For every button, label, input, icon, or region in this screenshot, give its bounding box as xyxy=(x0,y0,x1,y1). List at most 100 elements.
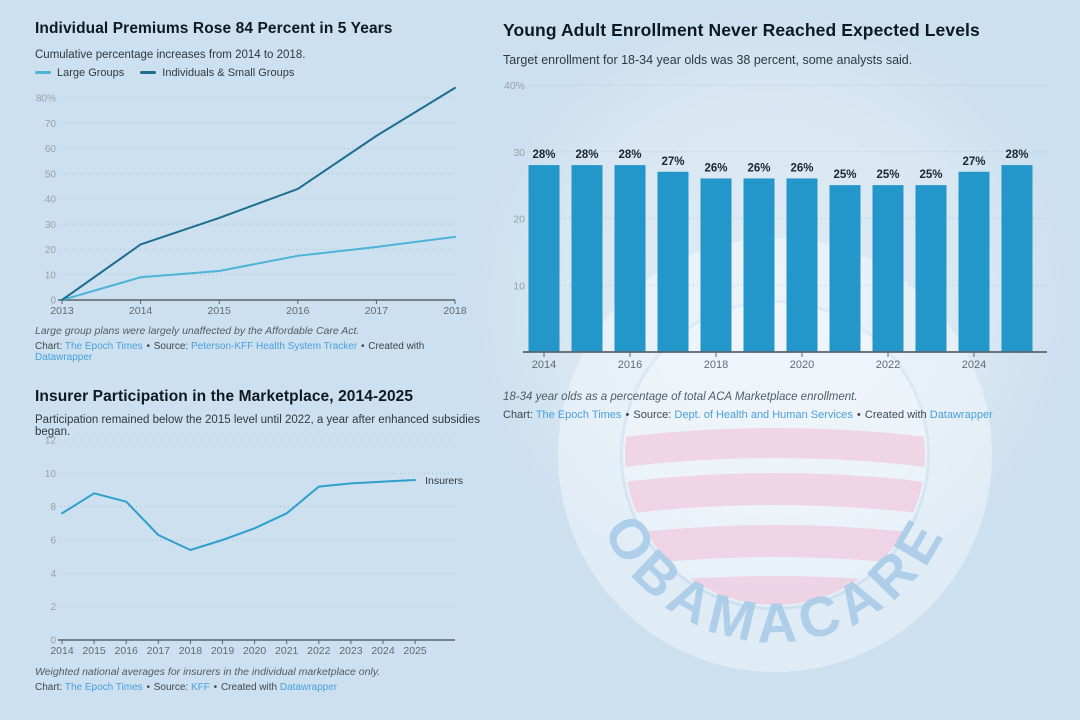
large-groups-line-swatch xyxy=(35,71,51,74)
bar xyxy=(571,165,603,352)
x-tick-label: 2016 xyxy=(618,359,642,371)
x-tick-label: 2018 xyxy=(179,645,203,657)
enrollment-chart-footnote: 18-34 year olds as a percentage of total… xyxy=(503,391,858,403)
x-tick-label: 2014 xyxy=(50,645,74,657)
x-tick-label: 2016 xyxy=(286,305,310,317)
insurers-chart-title: Insurer Participation in the Marketplace… xyxy=(35,388,414,405)
credit-label: Chart: xyxy=(35,682,63,693)
credit-label: Source: xyxy=(153,682,189,693)
x-tick-label: 2018 xyxy=(704,359,728,371)
kff-link[interactable]: KFF xyxy=(190,682,210,693)
epoch-times-link[interactable]: The Epoch Times xyxy=(64,682,143,693)
hhs-link[interactable]: Dept. of Health and Human Services xyxy=(674,409,853,421)
x-tick-label: 2022 xyxy=(307,645,331,657)
x-tick-label: 2023 xyxy=(339,645,363,657)
y-tick-label: 8 xyxy=(50,502,56,513)
bar-value-label: 26% xyxy=(790,162,813,174)
datawrapper-link[interactable]: Datawrapper xyxy=(279,682,338,693)
premiums-line-chart: 0 10 20 30 40 50 60 70 80% 2013 2014 2015 2016 2017 20… xyxy=(36,86,467,317)
bar-value-label: 27% xyxy=(962,156,985,168)
legend-item-individuals: Individuals & Small Groups xyxy=(140,67,294,79)
y-tick-label: 30 xyxy=(513,147,525,159)
y-tick-label: 4 xyxy=(50,569,56,580)
credit-label: Source: xyxy=(153,341,189,352)
legend-label: Large Groups xyxy=(57,67,125,79)
y-tick-label: 50 xyxy=(45,169,57,180)
epoch-times-link[interactable]: The Epoch Times xyxy=(535,409,622,421)
x-tick-label: 2022 xyxy=(876,359,900,371)
x-tick-label: 2019 xyxy=(211,645,235,657)
bar xyxy=(1001,165,1033,352)
y-tick-label: 40% xyxy=(504,80,525,92)
credit-label: Source: xyxy=(633,409,672,421)
y-tick-label: 10 xyxy=(45,469,57,480)
credit-separator: • xyxy=(146,682,150,693)
bar xyxy=(614,165,646,352)
legend-item-large-groups: Large Groups xyxy=(35,67,124,79)
bar-value-label: 26% xyxy=(704,162,727,174)
premiums-chart-title: Individual Premiums Rose 84 Percent in 5… xyxy=(35,20,393,37)
credit-label: Created with xyxy=(864,409,927,421)
bar xyxy=(528,165,560,352)
y-tick-label: 0 xyxy=(50,296,56,307)
x-tick-label: 2020 xyxy=(243,645,267,657)
bar xyxy=(786,178,818,352)
bar xyxy=(872,185,904,352)
bar xyxy=(958,171,990,352)
epoch-times-link[interactable]: The Epoch Times xyxy=(64,341,143,352)
y-tick-label: 2 xyxy=(50,602,56,613)
enrollment-bar-chart: 10 20 30 40% 28% 28% 28% 27% 26% 26% 26% 25% 25% 25% 2… xyxy=(504,80,1047,371)
x-tick-label: 2015 xyxy=(82,645,106,657)
y-tick-label: 20 xyxy=(45,245,57,256)
individuals-line-swatch xyxy=(140,71,157,74)
legend-label: Individuals & Small Groups xyxy=(162,67,295,79)
premiums-chart-subtitle: Cumulative percentage increases from 201… xyxy=(35,49,306,61)
x-tick-label: 2016 xyxy=(115,645,139,657)
bar-value-label: 28% xyxy=(575,149,598,161)
bar xyxy=(743,178,775,352)
series-line-individuals-small-groups xyxy=(61,86,456,301)
y-tick-label: 6 xyxy=(50,535,56,546)
y-tick-label: 10 xyxy=(45,270,57,281)
series-end-label: Insurers xyxy=(425,475,463,487)
x-tick-label: 2024 xyxy=(371,645,395,657)
x-tick-label: 2024 xyxy=(962,359,986,371)
kff-tracker-link[interactable]: Peterson-KFF Health System Tracker xyxy=(190,341,358,352)
premiums-chart-footnote: Large group plans were largely unaffecte… xyxy=(35,325,360,337)
bar-value-label: 26% xyxy=(747,162,770,174)
insurers-chart-footnote: Weighted national averages for insurers … xyxy=(35,666,381,678)
x-tick-label: 2014 xyxy=(129,305,153,317)
x-tick-label: 2025 xyxy=(403,645,427,657)
credit-label: Chart: xyxy=(503,409,533,421)
bar-value-label: 28% xyxy=(1005,149,1028,161)
credit-separator: • xyxy=(146,341,150,352)
bar xyxy=(915,185,947,352)
premiums-chart-credit: Chart: The Epoch Times • Source: Peterso… xyxy=(35,341,480,363)
bar xyxy=(829,185,861,352)
y-tick-label: 60 xyxy=(45,144,57,155)
credit-separator: • xyxy=(360,341,365,352)
bar-value-label: 25% xyxy=(833,169,856,181)
y-tick-label: 70 xyxy=(45,119,57,130)
credit-label: Created with xyxy=(368,341,425,352)
x-tick-label: 2014 xyxy=(532,359,556,371)
bar-value-label: 25% xyxy=(919,169,942,181)
series-line-insurers xyxy=(61,478,417,551)
datawrapper-link[interactable]: Datawrapper xyxy=(35,352,93,363)
bar-value-label: 28% xyxy=(618,149,641,161)
watermark-stripes xyxy=(625,428,925,605)
series-line-large-groups xyxy=(61,235,456,301)
credit-separator: • xyxy=(213,682,218,693)
x-tick-label: 2015 xyxy=(208,305,232,317)
datawrapper-link[interactable]: Datawrapper xyxy=(929,409,993,421)
credit-separator: • xyxy=(625,409,630,421)
bar-value-label: 25% xyxy=(876,169,899,181)
bar-value-label: 27% xyxy=(661,156,684,168)
enrollment-chart-title: Young Adult Enrollment Never Reached Exp… xyxy=(503,20,980,40)
x-tick-label: 2017 xyxy=(365,305,389,317)
insurers-line-chart: 0 2 4 6 8 10 12 2014 2015 2016 2017 2018 2019 2020 202… xyxy=(45,435,463,657)
y-tick-label: 12 xyxy=(45,435,57,446)
x-tick-label: 2013 xyxy=(50,305,74,317)
x-tick-label: 2021 xyxy=(275,645,299,657)
